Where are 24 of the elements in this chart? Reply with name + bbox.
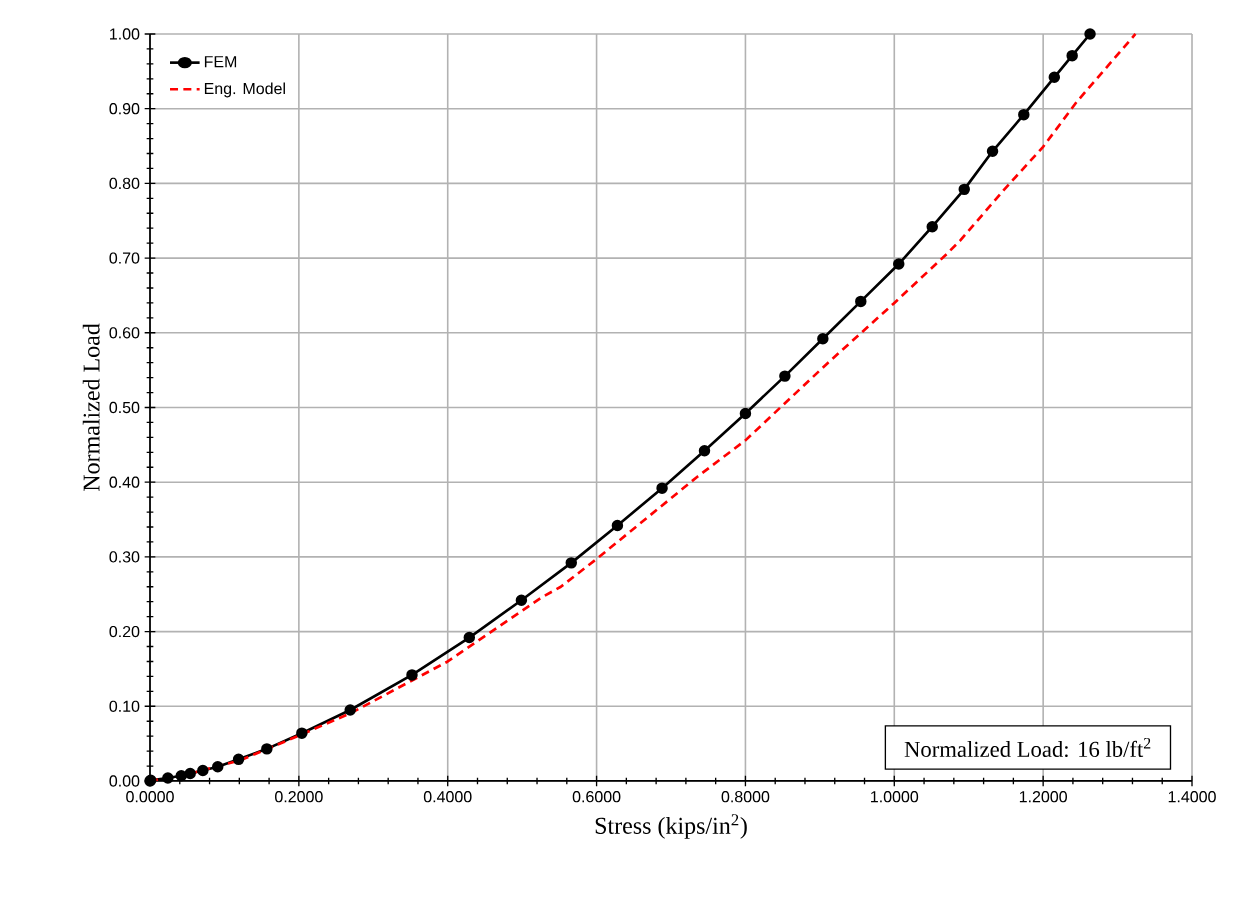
y-tick-label: 0.20	[109, 625, 140, 638]
y-tick-label: 0.50	[109, 401, 140, 414]
x-tick-label: 0.4000	[423, 791, 472, 803]
x-tick-label: 0.8000	[721, 791, 770, 803]
x-tick-label: 0.2000	[275, 791, 323, 803]
x-tick-label: 0.6000	[572, 791, 621, 803]
y-tick-label: 0.70	[109, 252, 140, 264]
y-tick-label: 0.40	[109, 476, 140, 488]
x-tick-label: 1.2000	[1019, 791, 1067, 803]
legend-label: FEM	[204, 56, 237, 68]
y-tick-label: 0.30	[109, 551, 140, 563]
y-tick-label: 0.60	[109, 327, 140, 339]
y-tick-label: 1.00	[110, 28, 140, 40]
x-axis-title: Stress (kips/in$^{2}$)	[595, 814, 747, 839]
y-axis-title: Normalized Load	[82, 323, 100, 492]
x-tick-label: 1.4000	[1168, 791, 1216, 803]
y-tick-label: 0.90	[109, 103, 140, 115]
legend-label: Eng. Model	[204, 82, 285, 98]
x-tick-label: 0.0000	[126, 791, 174, 803]
y-tick-label: 0.10	[109, 700, 140, 712]
x-tick-label: 1.0000	[871, 791, 919, 803]
y-tick-label: 0.80	[109, 177, 140, 190]
annotation: Normalized Load: 16 lb/ft$^{2}$	[904, 737, 1151, 758]
y-tick-label: 0.00	[109, 775, 140, 787]
